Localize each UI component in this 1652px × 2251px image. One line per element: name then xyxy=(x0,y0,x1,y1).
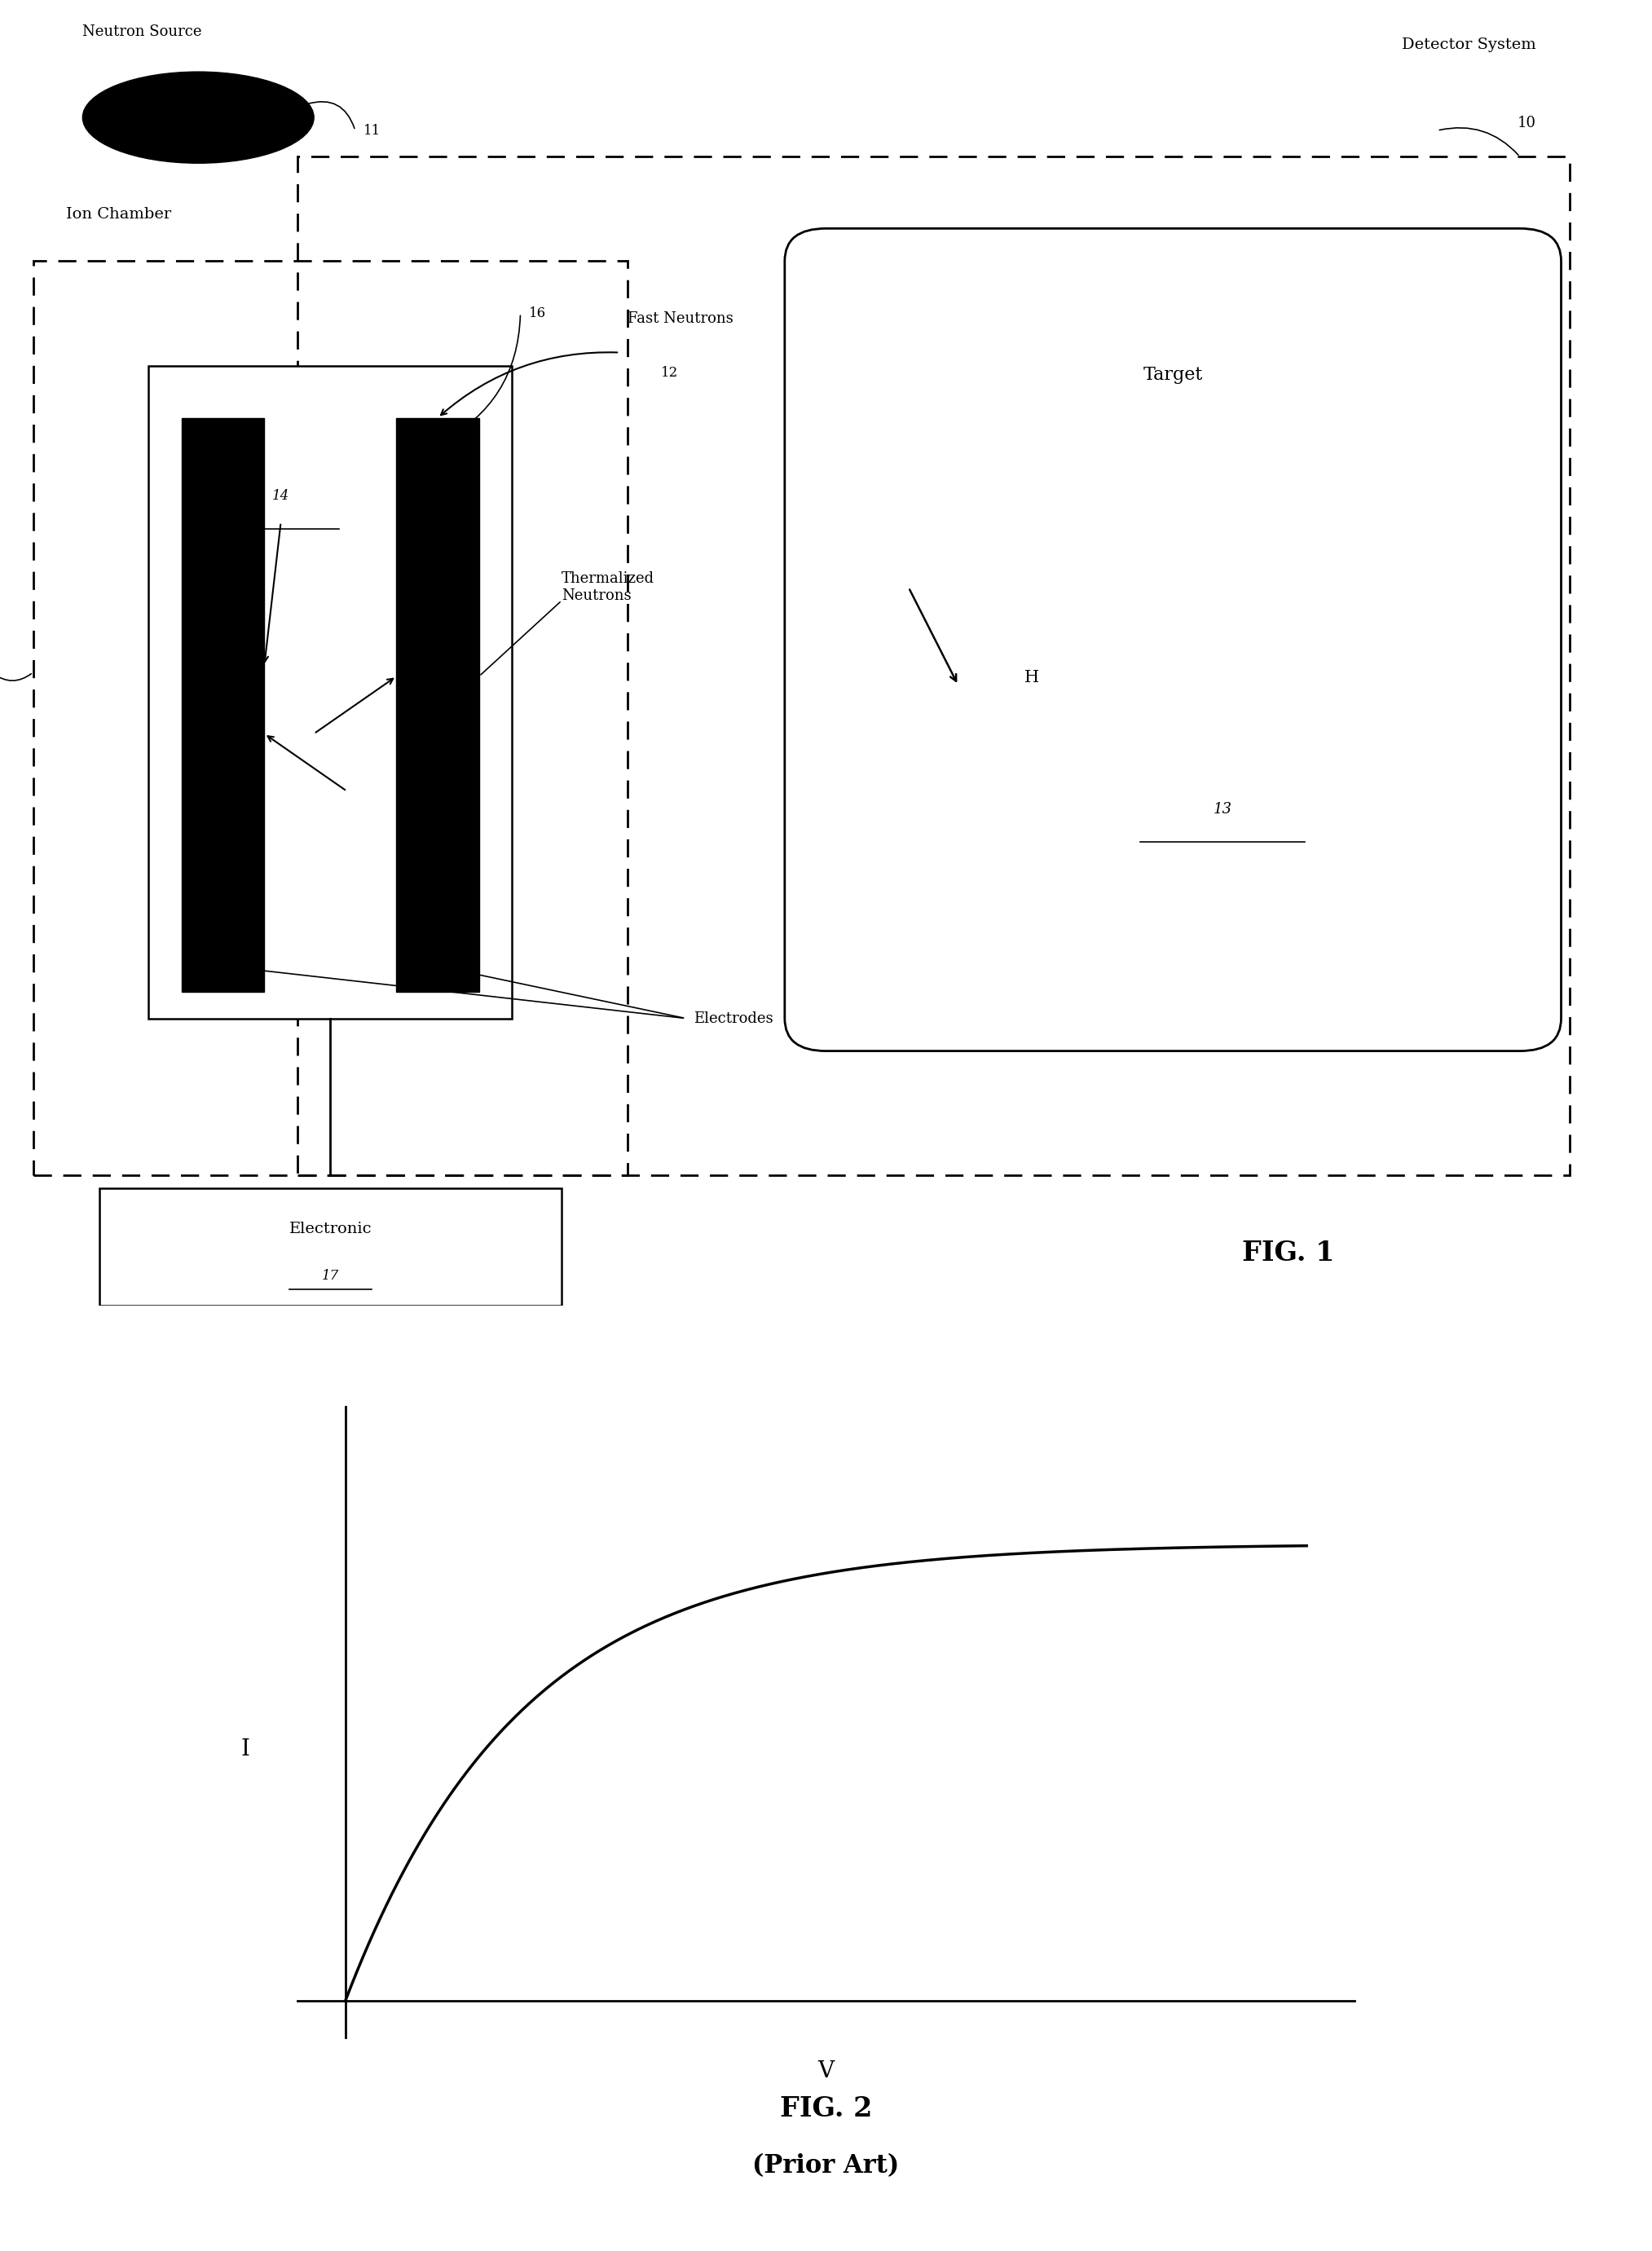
Bar xyxy=(33,261,628,1175)
Ellipse shape xyxy=(83,72,314,164)
Text: 17: 17 xyxy=(322,1270,339,1283)
Text: Electronic: Electronic xyxy=(289,1222,372,1236)
Text: (Prior Art): (Prior Art) xyxy=(753,2152,899,2179)
Text: Detector System: Detector System xyxy=(1403,38,1536,52)
Text: H: H xyxy=(1024,671,1039,684)
Text: 14: 14 xyxy=(273,488,289,502)
Bar xyxy=(149,365,512,1017)
Bar xyxy=(297,158,1569,1175)
Text: Target: Target xyxy=(1143,365,1203,383)
Text: 12: 12 xyxy=(661,365,677,380)
Bar xyxy=(99,1189,562,1306)
Text: 13: 13 xyxy=(1213,801,1232,817)
Text: Fast Neutrons: Fast Neutrons xyxy=(628,311,733,326)
Text: V: V xyxy=(818,2060,834,2082)
Text: 16: 16 xyxy=(529,306,545,320)
Text: 11: 11 xyxy=(363,124,380,137)
Text: FIG. 2: FIG. 2 xyxy=(780,2096,872,2123)
Text: Ion Chamber: Ion Chamber xyxy=(66,207,172,223)
Text: Electrodes: Electrodes xyxy=(694,1011,773,1026)
Text: Thermalized
Neutrons: Thermalized Neutrons xyxy=(562,572,654,603)
Text: Neutron Source: Neutron Source xyxy=(83,25,202,38)
Text: FIG. 1: FIG. 1 xyxy=(1242,1240,1335,1267)
Text: I: I xyxy=(241,1738,249,1760)
Bar xyxy=(396,419,479,993)
Text: 10: 10 xyxy=(1518,115,1536,131)
Bar xyxy=(182,419,264,993)
